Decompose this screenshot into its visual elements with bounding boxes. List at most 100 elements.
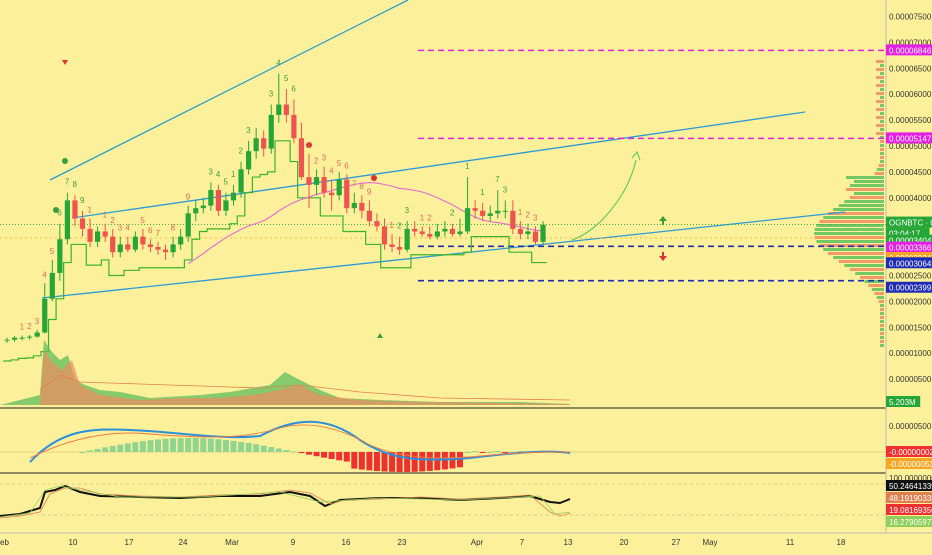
candle-body[interactable] [238, 169, 244, 193]
candle-body[interactable] [540, 224, 546, 242]
candle[interactable] [532, 226, 539, 245]
stochastic-pane[interactable]: 100.0000000 [0, 474, 932, 519]
candle-body[interactable] [442, 228, 448, 232]
candle[interactable] [329, 179, 335, 211]
candle[interactable] [223, 192, 229, 216]
candle[interactable] [230, 184, 237, 206]
candle[interactable] [442, 221, 448, 237]
candle[interactable] [419, 226, 425, 237]
middle-trend-line[interactable] [71, 111, 806, 219]
candle-body[interactable] [321, 177, 327, 193]
candle-body[interactable] [374, 221, 380, 227]
candle[interactable] [162, 244, 169, 260]
candle-body[interactable] [208, 190, 214, 206]
candle-body[interactable] [495, 210, 501, 214]
candle[interactable] [517, 221, 523, 240]
candle-body[interactable] [313, 177, 320, 185]
candle[interactable] [64, 192, 70, 245]
candle-body[interactable] [64, 200, 70, 240]
candle-body[interactable] [397, 247, 403, 250]
candle-body[interactable] [480, 210, 486, 216]
candle-body[interactable] [200, 205, 206, 209]
candle[interactable] [351, 192, 357, 214]
candle-body[interactable] [291, 114, 297, 139]
candle[interactable] [95, 226, 101, 248]
candle-body[interactable] [329, 192, 335, 196]
candle[interactable] [359, 195, 365, 219]
candle[interactable] [49, 259, 55, 302]
candle[interactable] [246, 140, 252, 175]
candle-body[interactable] [140, 236, 146, 245]
candle[interactable] [397, 236, 403, 255]
candle[interactable] [193, 200, 199, 222]
candle[interactable] [276, 73, 282, 123]
candle[interactable] [147, 239, 154, 253]
candle-body[interactable] [72, 200, 78, 219]
candle-body[interactable] [502, 210, 508, 212]
candle[interactable] [434, 223, 440, 240]
candle-body[interactable] [276, 104, 282, 115]
candle-body[interactable] [336, 179, 342, 196]
candle-body[interactable] [162, 249, 169, 253]
candle-body[interactable] [215, 190, 221, 211]
candles[interactable] [4, 73, 546, 343]
candle[interactable] [19, 335, 25, 341]
candle[interactable] [283, 89, 289, 123]
candle[interactable] [313, 169, 320, 196]
candle[interactable] [427, 226, 433, 240]
candle[interactable] [155, 241, 161, 255]
candle[interactable] [291, 99, 297, 144]
candle[interactable] [381, 218, 388, 250]
candle[interactable] [374, 213, 380, 232]
candle-body[interactable] [261, 138, 267, 149]
candle-body[interactable] [510, 210, 516, 229]
candle[interactable] [102, 223, 108, 242]
candle-body[interactable] [185, 213, 191, 237]
candle[interactable] [125, 236, 131, 253]
candle[interactable] [238, 161, 244, 198]
candle[interactable] [344, 174, 350, 214]
candle[interactable] [306, 153, 312, 209]
candle[interactable] [366, 200, 372, 227]
candle[interactable] [208, 182, 214, 211]
candle[interactable] [185, 205, 191, 242]
candle-body[interactable] [34, 332, 40, 337]
candle[interactable] [110, 228, 116, 258]
candle-body[interactable] [19, 337, 25, 339]
candle[interactable] [502, 200, 508, 219]
time-axis[interactable]: eb 10 17 24 Mar 9 16 23 Apr 7 13 20 27 May 11 18 [0, 538, 846, 547]
candle-body[interactable] [193, 208, 199, 214]
candle[interactable] [4, 337, 10, 343]
candle-body[interactable] [87, 228, 93, 242]
candle-body[interactable] [389, 244, 395, 248]
candle-body[interactable] [298, 138, 305, 178]
candle-body[interactable] [155, 247, 161, 250]
candle[interactable] [253, 127, 259, 159]
candle[interactable] [200, 197, 206, 214]
candle[interactable] [464, 177, 471, 235]
candle[interactable] [457, 218, 463, 237]
candle-body[interactable] [472, 208, 478, 211]
candle-body[interactable] [170, 244, 176, 253]
candle[interactable] [472, 200, 478, 219]
candle-body[interactable] [427, 234, 433, 237]
candle-body[interactable] [457, 231, 463, 235]
candle[interactable] [132, 231, 138, 253]
candle[interactable] [336, 171, 342, 201]
candle[interactable] [412, 221, 418, 237]
candle-body[interactable] [419, 231, 425, 235]
candle-body[interactable] [223, 200, 229, 211]
upper-trend-line[interactable] [49, 0, 409, 181]
candle[interactable] [495, 190, 501, 219]
candle-body[interactable] [351, 202, 357, 209]
candle[interactable] [449, 223, 456, 237]
candle[interactable] [389, 234, 395, 253]
candle-body[interactable] [147, 244, 154, 248]
candle-body[interactable] [525, 231, 531, 235]
price-axis[interactable]: 0.00007500 0.00007000 0.00006500 0.00006000… [889, 13, 932, 385]
candle-body[interactable] [253, 138, 259, 152]
candle-body[interactable] [132, 236, 138, 250]
